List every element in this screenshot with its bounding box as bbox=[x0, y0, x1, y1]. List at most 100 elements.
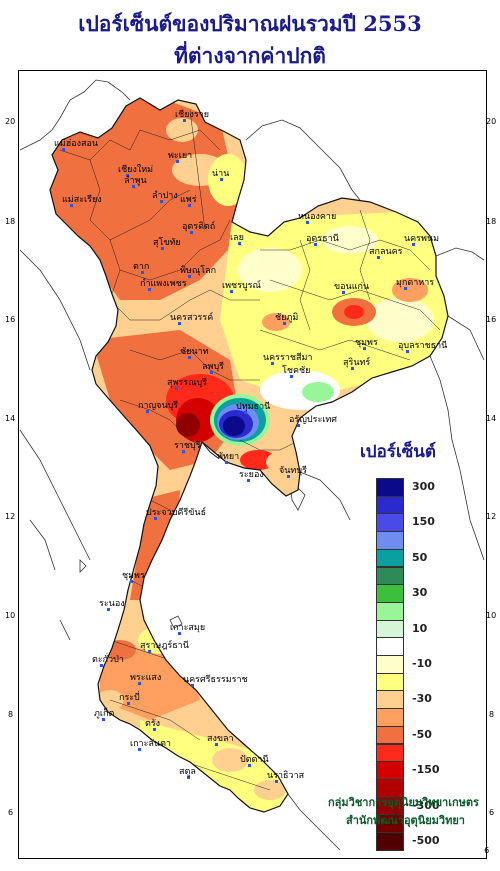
y-tick-right: 18 bbox=[486, 217, 497, 226]
station-marker bbox=[178, 632, 181, 635]
station-marker bbox=[160, 200, 163, 203]
legend-swatch bbox=[376, 725, 404, 745]
y-tick-left: 12 bbox=[5, 512, 16, 521]
legend-swatch bbox=[376, 655, 404, 674]
legend-swatch bbox=[376, 513, 404, 533]
place-label: ลพบุรี bbox=[202, 361, 224, 372]
station-marker bbox=[70, 204, 73, 207]
station-marker bbox=[187, 776, 190, 779]
station-marker bbox=[342, 291, 345, 294]
station-marker bbox=[183, 119, 186, 122]
station-marker bbox=[220, 178, 223, 181]
legend-swatch bbox=[376, 743, 404, 763]
y-tick-left: 20 bbox=[5, 117, 16, 126]
station-marker bbox=[153, 728, 156, 731]
place-label: ชัยภูมิ bbox=[275, 312, 298, 323]
legend-swatch bbox=[376, 761, 404, 780]
station-marker bbox=[363, 347, 366, 350]
y-tick-right: 8 bbox=[489, 710, 495, 719]
station-marker bbox=[161, 247, 164, 250]
legend-label: 150 bbox=[412, 515, 435, 529]
place-label: กำแพงเพชร bbox=[140, 278, 187, 289]
station-marker bbox=[283, 322, 286, 325]
place-label: พะเยา bbox=[168, 151, 192, 161]
legend-swatch bbox=[376, 495, 404, 515]
place-label: อุบลราชธานี bbox=[398, 340, 447, 351]
place-label: พัทยา bbox=[217, 452, 239, 462]
station-marker bbox=[146, 410, 149, 413]
station-marker bbox=[188, 275, 191, 278]
station-marker bbox=[287, 475, 290, 478]
legend-swatch bbox=[376, 832, 404, 851]
legend-label: 300 bbox=[412, 480, 435, 493]
y-tick-left: 14 bbox=[5, 414, 16, 423]
station-marker bbox=[271, 362, 274, 365]
legend-swatch bbox=[376, 601, 404, 621]
map-title-line1: เปอร์เซ็นต์ของปริมาณฝนรวมปี 2553 bbox=[78, 11, 422, 36]
place-label: เชียงราย bbox=[175, 109, 209, 120]
station-marker bbox=[244, 411, 247, 414]
place-label: แม่ฮ่องสอน bbox=[54, 139, 98, 149]
place-label: ตะกั่วป่า bbox=[92, 652, 124, 665]
y-tick-right: 12 bbox=[486, 512, 497, 521]
legend-swatch bbox=[376, 566, 404, 586]
place-label: แม่สะเรียง bbox=[62, 194, 102, 205]
station-marker bbox=[176, 160, 179, 163]
legend-label: -30 bbox=[412, 692, 432, 706]
station-marker bbox=[412, 243, 415, 246]
station-marker bbox=[377, 256, 380, 259]
station-marker bbox=[138, 682, 141, 685]
y-tick-right: 16 bbox=[486, 315, 497, 324]
place-label: สุโขทัย bbox=[153, 237, 181, 248]
place-label: น่าน bbox=[212, 169, 229, 179]
place-label: สุรินทร์ bbox=[343, 356, 370, 368]
station-marker bbox=[238, 242, 241, 245]
y-tick-left: 8 bbox=[8, 710, 14, 719]
place-label: นครสวรรค์ bbox=[170, 311, 213, 323]
place-label: กระบี่ bbox=[119, 690, 140, 703]
station-marker bbox=[210, 371, 213, 374]
legend-swatch bbox=[376, 531, 404, 550]
station-marker bbox=[182, 450, 185, 453]
legend-label: -50 bbox=[412, 727, 432, 741]
station-marker bbox=[248, 764, 251, 767]
station-marker bbox=[175, 387, 178, 390]
place-label: นครราชสีมา bbox=[263, 352, 312, 363]
station-marker bbox=[154, 517, 157, 520]
station-marker bbox=[247, 479, 250, 482]
station-marker bbox=[178, 322, 181, 325]
credit-line2: สำนักพัฒนาอุตุนิยมวิทยา bbox=[346, 814, 465, 827]
y-tick-right: 6 bbox=[489, 808, 495, 817]
place-label: ราชบุรี bbox=[174, 440, 201, 451]
legend-label: -150 bbox=[412, 763, 440, 777]
station-marker bbox=[314, 243, 317, 246]
station-marker bbox=[62, 148, 65, 151]
station-marker bbox=[188, 356, 191, 359]
place-label: ชัยนาท bbox=[180, 347, 209, 357]
station-marker bbox=[306, 221, 309, 224]
station-marker bbox=[148, 288, 151, 291]
y-tick-right: 14 bbox=[486, 414, 497, 423]
station-marker bbox=[141, 271, 144, 274]
y-tick-left: 10 bbox=[5, 611, 16, 620]
station-marker bbox=[138, 748, 141, 751]
place-label: อรัญประเทศ bbox=[289, 415, 337, 425]
station-marker bbox=[148, 650, 151, 653]
place-label: ลำปาง bbox=[152, 190, 178, 201]
place-label: สงขลา bbox=[207, 734, 234, 744]
legend-swatch bbox=[376, 672, 404, 692]
place-label: หนองคาย bbox=[298, 212, 336, 222]
place-label: ระยอง bbox=[239, 470, 264, 480]
legend-swatch bbox=[376, 690, 404, 710]
place-label: สุราษฎร์ธานี bbox=[140, 639, 189, 651]
place-label: ชุมพร bbox=[122, 571, 145, 581]
place-label: นครพนม bbox=[404, 234, 439, 244]
station-marker bbox=[126, 174, 129, 177]
place-label: ปัตตานี bbox=[240, 754, 269, 765]
place-label: เชียงใหม่ bbox=[118, 164, 153, 175]
station-marker bbox=[107, 608, 110, 611]
place-label: สุพรรณบุรี bbox=[167, 377, 207, 388]
station-marker bbox=[190, 231, 193, 234]
legend-swatch bbox=[376, 478, 404, 497]
credit-line1: กลุ่มวิชาการอุตุนิยมวิทยาเกษตร bbox=[328, 796, 479, 809]
